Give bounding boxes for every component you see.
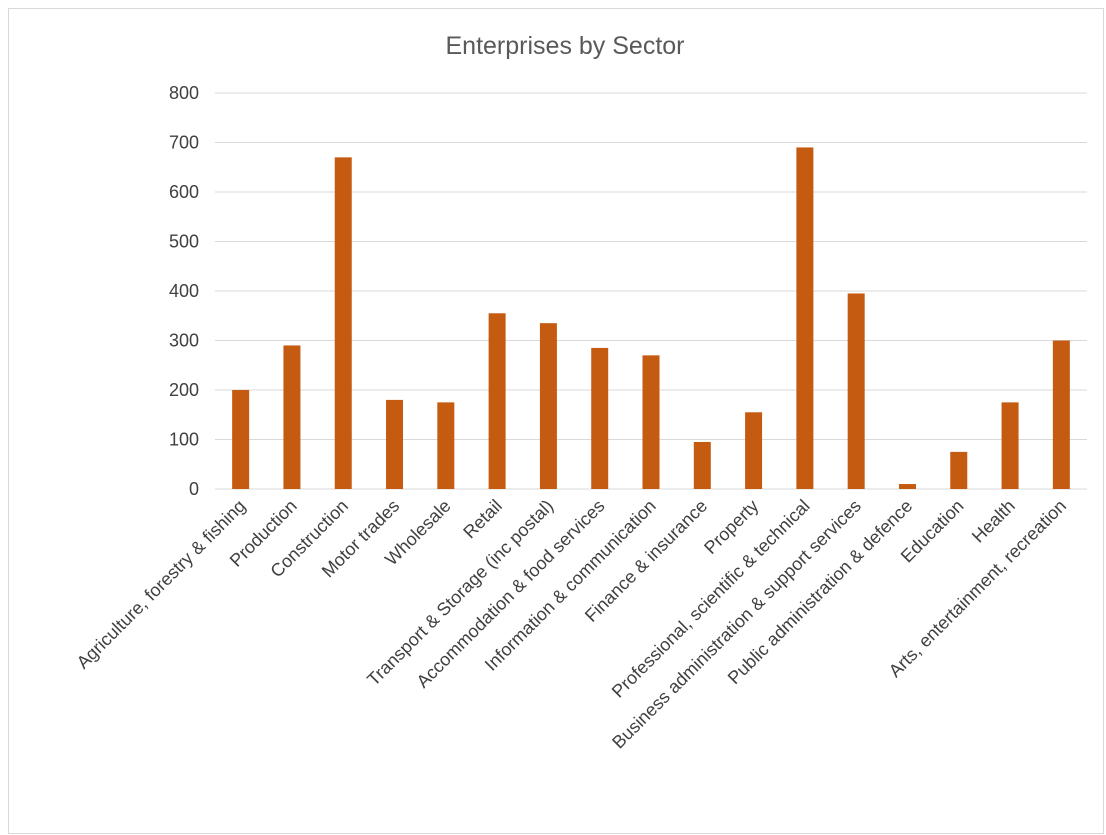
bar — [1052, 340, 1070, 489]
x-category-label: Transport & Storage (inc postal) — [363, 496, 557, 690]
y-axis-tick-labels: 0 100 200 300 400 500 600 700 800 — [169, 83, 199, 499]
x-category-label: Health — [968, 496, 1019, 547]
x-category-label: Agriculture, forestry & fishing — [73, 496, 250, 673]
bar — [232, 390, 250, 489]
x-category-label: Retail — [459, 496, 506, 543]
y-tick-label: 400 — [169, 281, 199, 301]
y-tick-label: 200 — [169, 380, 199, 400]
bar — [334, 157, 352, 489]
y-tick-label: 600 — [169, 182, 199, 202]
y-tick-label: 0 — [189, 479, 199, 499]
y-tick-label: 300 — [169, 331, 199, 351]
bar — [796, 147, 814, 489]
x-axis-category-labels: Agriculture, forestry & fishingProductio… — [73, 496, 1071, 753]
bar — [847, 293, 865, 489]
x-category-label: Public administration & defence — [724, 496, 916, 688]
y-tick-label: 700 — [169, 133, 199, 153]
bar — [437, 402, 455, 489]
bar-chart: Enterprises by Sector 0 100 200 300 400 500 60… — [73, 32, 1087, 753]
bar — [539, 323, 557, 489]
y-tick-label: 800 — [169, 83, 199, 103]
bar — [693, 441, 711, 489]
gridlines — [215, 92, 1087, 490]
bar — [745, 412, 763, 489]
bar — [950, 451, 968, 489]
bar — [1001, 402, 1019, 489]
bar — [386, 399, 404, 489]
bar — [642, 355, 660, 489]
bar — [488, 313, 506, 489]
bar — [591, 347, 609, 489]
bar — [898, 484, 916, 489]
x-category-label: Accommodation & food services — [413, 496, 609, 692]
y-tick-label: 500 — [169, 232, 199, 252]
bars — [232, 147, 1070, 489]
chart-frame: Enterprises by Sector 0 100 200 300 400 500 60… — [8, 8, 1104, 834]
y-tick-label: 100 — [169, 430, 199, 450]
chart-title: Enterprises by Sector — [446, 32, 685, 60]
bar — [283, 345, 301, 489]
